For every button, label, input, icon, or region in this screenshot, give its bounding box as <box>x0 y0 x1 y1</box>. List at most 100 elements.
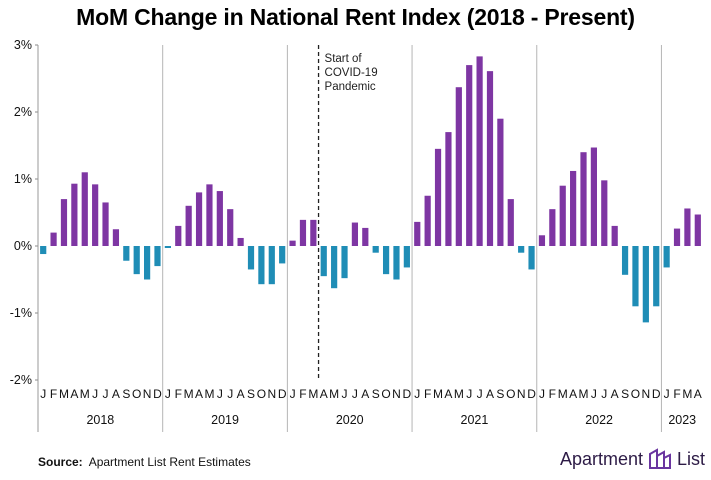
brand-name-right: List <box>677 448 706 469</box>
month-tick-label: F <box>50 387 57 401</box>
month-tick-label: J <box>664 387 670 401</box>
month-tick-label: J <box>227 387 233 401</box>
bar <box>289 240 296 246</box>
month-tick-label: A <box>444 387 452 401</box>
month-tick-label: A <box>237 387 245 401</box>
bar <box>71 183 78 246</box>
bar <box>673 228 681 246</box>
bar <box>372 246 379 253</box>
bar <box>611 225 618 246</box>
bar <box>466 65 473 246</box>
month-tick-label: M <box>80 387 90 401</box>
bar <box>92 184 99 246</box>
month-tick-label: A <box>611 387 619 401</box>
bar <box>81 172 88 246</box>
bar <box>40 246 47 255</box>
month-tick-label: S <box>372 387 380 401</box>
bar <box>310 219 317 246</box>
month-tick-label: D <box>153 387 162 401</box>
bar <box>663 246 670 268</box>
bar <box>195 192 203 246</box>
month-tick-label: A <box>694 387 702 401</box>
bar <box>434 148 442 246</box>
annotation-text: COVID-19 <box>325 67 378 79</box>
month-tick-label: O <box>132 387 141 401</box>
month-tick-label: N <box>143 387 152 401</box>
month-tick-label: J <box>477 387 483 401</box>
month-tick-label: A <box>70 387 78 401</box>
month-tick-label: M <box>184 387 194 401</box>
month-tick-label: O <box>631 387 640 401</box>
year-label: 2018 <box>86 413 114 427</box>
annotation-text: Pandemic <box>325 81 376 93</box>
bar <box>102 202 109 246</box>
month-tick-label: A <box>112 387 120 401</box>
bar <box>216 191 223 246</box>
bar <box>497 118 504 246</box>
month-tick-label: F <box>549 387 556 401</box>
month-tick-label: D <box>652 387 661 401</box>
month-tick-label: S <box>621 387 629 401</box>
bar <box>538 235 546 246</box>
month-tick-label: O <box>257 387 266 401</box>
month-tick-label: M <box>682 387 692 401</box>
bar <box>320 246 327 277</box>
bar <box>299 219 307 246</box>
bar <box>486 71 494 246</box>
bar <box>570 170 577 246</box>
month-tick-label: M <box>433 387 443 401</box>
bar <box>227 209 234 246</box>
bar <box>632 246 639 307</box>
bar <box>653 246 660 307</box>
source-label: Source: <box>38 455 83 469</box>
month-tick-label: J <box>591 387 597 401</box>
y-tick-label: -1% <box>10 306 32 320</box>
month-tick-label: M <box>558 387 568 401</box>
bar <box>144 246 151 280</box>
bar <box>362 227 369 246</box>
month-tick-label: M <box>579 387 589 401</box>
bar <box>549 209 556 246</box>
bar <box>279 246 286 264</box>
bar <box>424 195 431 246</box>
month-tick-label: F <box>424 387 431 401</box>
bar <box>351 222 359 246</box>
bar <box>642 246 649 323</box>
month-tick-label: J <box>601 387 607 401</box>
bar <box>185 205 192 246</box>
building-icon <box>649 448 672 469</box>
y-tick-label: 2% <box>14 105 32 119</box>
source-text: Apartment List Rent Estimates <box>88 455 251 469</box>
brand-name-left: Apartment <box>560 448 644 469</box>
month-tick-label: A <box>569 387 577 401</box>
bar <box>580 152 587 246</box>
bar <box>112 229 120 246</box>
month-tick-label: J <box>352 387 358 401</box>
month-tick-label: J <box>414 387 420 401</box>
month-tick-label: S <box>122 387 130 401</box>
month-tick-label: M <box>59 387 69 401</box>
bar <box>331 246 338 289</box>
bar <box>476 56 483 246</box>
bar <box>268 246 275 285</box>
source-note: Source: Apartment List Rent Estimates <box>38 455 251 469</box>
month-tick-label: A <box>361 387 369 401</box>
bar <box>393 246 400 280</box>
month-tick-label: J <box>40 387 46 401</box>
month-tick-label: N <box>642 387 651 401</box>
month-tick-label: S <box>496 387 504 401</box>
month-tick-label: F <box>299 387 306 401</box>
brand-logo: Apartment List <box>560 448 705 470</box>
bar <box>559 185 566 246</box>
bar <box>455 87 462 247</box>
chart-title: MoM Change in National Rent Index (2018 … <box>76 4 635 30</box>
bar <box>50 232 57 246</box>
bar <box>164 246 171 249</box>
month-tick-label: J <box>217 387 223 401</box>
y-tick-label: 3% <box>14 38 32 52</box>
month-tick-label: D <box>527 387 536 401</box>
bar <box>258 246 265 285</box>
bar <box>694 214 701 246</box>
month-tick-label: J <box>92 387 98 401</box>
